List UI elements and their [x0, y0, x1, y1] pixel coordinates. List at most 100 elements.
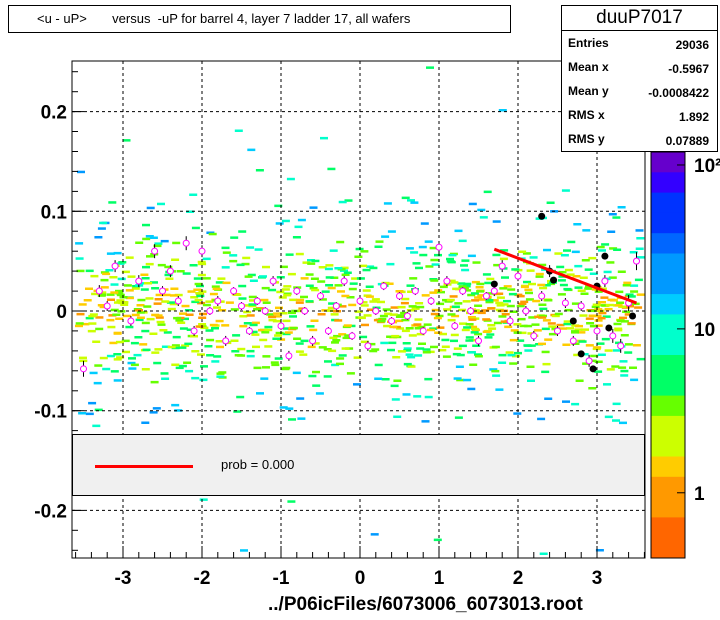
density-cell: [562, 343, 571, 346]
density-cell: [149, 332, 158, 335]
density-cell: [249, 330, 258, 334]
density-cell: [161, 345, 170, 348]
density-cell: [454, 416, 463, 419]
outlier-point: [577, 350, 585, 358]
density-cell: [258, 328, 266, 332]
density-cell: [77, 170, 85, 174]
density-cell: [454, 302, 463, 305]
density-cell: [334, 319, 343, 322]
density-cell: [121, 270, 130, 274]
density-cell: [403, 349, 412, 352]
density-cell: [215, 340, 224, 343]
density-cell: [434, 253, 442, 257]
density-cell: [377, 319, 386, 323]
density-cell: [171, 344, 180, 347]
density-cell: [462, 285, 471, 288]
density-cell: [356, 277, 365, 280]
density-cell: [606, 261, 615, 264]
density-cell: [604, 415, 613, 419]
legend-line-swatch: [95, 465, 193, 468]
density-cell: [122, 350, 130, 354]
density-cell: [189, 264, 198, 267]
density-cell: [604, 307, 613, 311]
density-cell: [359, 335, 368, 339]
density-cell: [433, 316, 442, 320]
density-cell: [198, 316, 207, 319]
density-cell: [284, 331, 293, 334]
density-cell: [206, 338, 215, 342]
density-cell: [196, 294, 205, 298]
density-cell: [508, 292, 517, 296]
density-cell: [407, 199, 415, 202]
density-cell: [390, 306, 399, 309]
density-cell: [406, 309, 415, 312]
profile-point: [95, 287, 103, 295]
density-cell: [288, 311, 296, 315]
profile-point: [459, 287, 467, 295]
density-cell: [509, 338, 518, 342]
density-cell: [137, 298, 146, 302]
profile-point: [554, 327, 561, 335]
density-cell: [170, 287, 179, 290]
density-cell: [474, 332, 483, 336]
profile-point: [585, 357, 593, 365]
density-cell: [297, 218, 306, 222]
density-cell: [199, 498, 208, 501]
density-cell: [94, 236, 103, 239]
density-cell: [455, 365, 464, 368]
density-cell: [482, 318, 491, 321]
density-cell: [268, 315, 277, 319]
density-cell: [427, 328, 435, 332]
density-cell: [391, 398, 400, 401]
density-cell: [254, 248, 263, 251]
density-cell: [408, 305, 417, 308]
density-cell: [379, 314, 388, 318]
density-cell: [630, 284, 639, 287]
density-cell: [539, 307, 548, 311]
density-cell: [629, 251, 638, 254]
density-cell: [149, 411, 158, 414]
density-cell: [498, 315, 507, 318]
density-cell: [91, 292, 100, 296]
density-cell: [271, 363, 280, 367]
density-cell: [246, 349, 255, 353]
density-cell: [585, 344, 594, 347]
density-cell: [323, 348, 332, 351]
density-cell: [167, 345, 176, 349]
y-tick-label: 0.2: [41, 103, 67, 124]
density-cell: [131, 313, 140, 317]
density-cell: [75, 242, 84, 245]
density-cell: [500, 320, 509, 323]
density-cell: [243, 322, 252, 325]
density-cell: [324, 267, 333, 271]
density-cell: [422, 348, 431, 351]
density-cell: [384, 312, 393, 316]
profile-point: [609, 332, 617, 340]
density-cell: [318, 346, 327, 349]
density-cell: [120, 303, 129, 306]
density-cell: [415, 302, 424, 305]
stats-name: duuP7017: [562, 6, 717, 31]
density-cell: [554, 252, 563, 255]
density-cell: [197, 301, 206, 305]
density-cell: [430, 258, 439, 262]
outlier-point: [601, 252, 609, 260]
density-cell: [597, 316, 606, 320]
density-cell: [300, 277, 309, 280]
density-cell: [274, 334, 283, 337]
density-cell: [498, 109, 507, 112]
density-cell: [577, 331, 586, 334]
stats-value: -0.0008422: [648, 86, 709, 100]
density-cell: [490, 299, 499, 302]
density-cell: [311, 342, 320, 345]
density-cell: [511, 268, 520, 271]
density-cell: [547, 282, 556, 286]
density-cell: [181, 317, 189, 321]
density-cell: [401, 196, 410, 200]
density-cell: [429, 278, 438, 281]
profile-point: [293, 287, 301, 295]
density-cell: [495, 301, 504, 305]
density-cell: [175, 366, 184, 370]
density-cell: [162, 293, 171, 297]
color-palette: 1 10 10²: [650, 151, 720, 559]
